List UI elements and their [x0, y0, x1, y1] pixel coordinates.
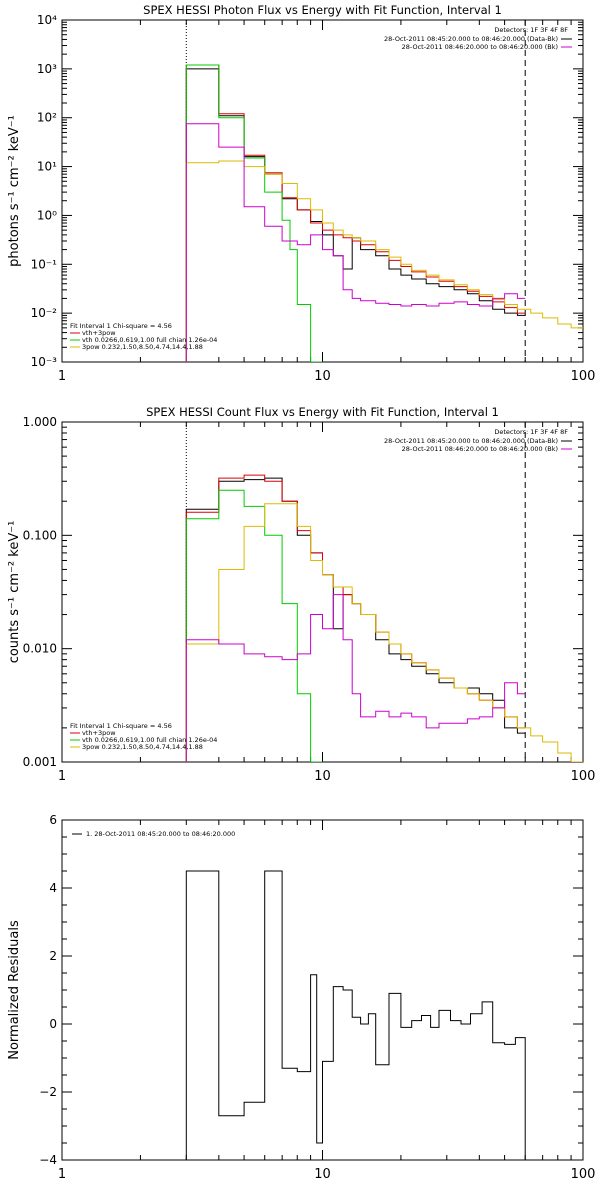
- y-tick-label: 10⁻¹: [31, 257, 58, 271]
- legend-fit-label: vth+3pow: [82, 729, 116, 737]
- y-tick-label: 10⁴: [37, 13, 57, 27]
- series-group: [185, 64, 583, 362]
- x-tick-label: 10: [314, 369, 331, 384]
- chart-panel-3: Normalized Residuals 1 10 100 −4 −2 0 2 4 6 1. 28-…: [7, 813, 595, 1182]
- y-tick-label: 0.010: [23, 642, 57, 656]
- y-axis-label: photons s⁻¹ cm⁻² keV⁻¹: [7, 115, 22, 267]
- legend-entry-label: 1. 28-Oct-2011 08:45:20.000 to 08:46:20.…: [86, 830, 235, 838]
- x-tick-label: 10: [314, 1167, 331, 1182]
- chart-panel-1: SPEX HESSI Photon Flux vs Energy with Fi…: [7, 3, 595, 384]
- chart-title: SPEX HESSI Count Flux vs Energy with Fit…: [146, 405, 499, 419]
- x-tick-label: 100: [571, 1167, 596, 1182]
- legend-detectors: Detectors: 1F 3F 4F 8F: [494, 428, 568, 436]
- legend-entry-label: 28-Oct-2011 08:46:20.000 to 08:46:20.000…: [402, 445, 558, 453]
- y-tick-label: 6: [49, 813, 57, 827]
- chart-title: SPEX HESSI Photon Flux vs Energy with Fi…: [143, 3, 502, 17]
- x-tick-label: 10: [314, 769, 331, 784]
- y-tick-label: 4: [49, 881, 57, 895]
- x-tick-label: 1: [58, 769, 66, 784]
- legend-fit-label: vth+3pow: [82, 329, 116, 337]
- y-tick-label: 0.100: [23, 528, 57, 542]
- series-group: [185, 474, 583, 762]
- legend-entry-label: 28-Oct-2011 08:46:20.000 to 08:46:20.000…: [402, 43, 558, 51]
- legend-entry-label: 28-Oct-2011 08:45:20.000 to 08:46:20.000…: [384, 35, 558, 43]
- series-group: [185, 870, 526, 1160]
- y-tick-label: −4: [39, 1153, 57, 1167]
- legend-fit-label: vth 0.0266,0.619,1.00 full chian 1.26e-0…: [82, 736, 217, 744]
- chart-panel-2: SPEX HESSI Count Flux vs Energy with Fit…: [7, 405, 595, 784]
- x-tick-label: 1: [58, 369, 66, 384]
- legend-fit-interval: Fit Interval 1 Chi-square = 4.56: [70, 322, 172, 330]
- y-tick-label: 0: [49, 1017, 57, 1031]
- x-tick-label: 1: [58, 1167, 66, 1182]
- y-tick-label: 10¹: [37, 160, 57, 174]
- legend-entry-label: 28-Oct-2011 08:45:20.000 to 08:46:20.000…: [384, 437, 558, 445]
- y-axis-label: counts s⁻¹ cm⁻² keV⁻¹: [7, 521, 22, 664]
- y-tick-label: 10⁰: [37, 208, 57, 222]
- y-axis-label: Normalized Residuals: [7, 920, 22, 1060]
- series-line-3pow: [185, 160, 583, 362]
- legend-fit-label: vth 0.0266,0.619,1.00 full chian 1.26e-0…: [82, 336, 217, 344]
- y-tick-label: −2: [39, 1085, 57, 1099]
- y-tick-label: 0.001: [23, 755, 57, 769]
- y-tick-label: 10⁻³: [31, 355, 58, 369]
- y-tick-label: 10²: [37, 111, 57, 125]
- series-line-bk: [185, 123, 526, 362]
- x-tick-label: 100: [571, 769, 596, 784]
- series-line-3pow: [185, 503, 583, 762]
- y-tick-label: 2: [49, 949, 57, 963]
- series-line-1-28-oct-2011-08-45-20-000-to-08-46-20-0: [185, 870, 526, 1160]
- legend-fit-interval: Fit Interval 1 Chi-square = 4.56: [70, 722, 172, 730]
- legend-fit-label: 3pow 0.232,1.50,8.50,4.74,14.4,1.88: [82, 343, 203, 351]
- y-tick-label: 10³: [37, 62, 57, 76]
- y-tick-label: 10⁻²: [31, 306, 58, 320]
- x-tick-label: 100: [571, 369, 596, 384]
- y-tick-label: 1.000: [23, 415, 57, 429]
- legend-fit-label: 3pow 0.232,1.50,8.50,4.74,14.4,1.88: [82, 743, 203, 751]
- series-line-vth: [185, 489, 323, 762]
- series-line-bk: [185, 594, 526, 762]
- series-line-vth: [185, 64, 323, 362]
- legend-detectors: Detectors: 1F 3F 4F 8F: [494, 26, 568, 34]
